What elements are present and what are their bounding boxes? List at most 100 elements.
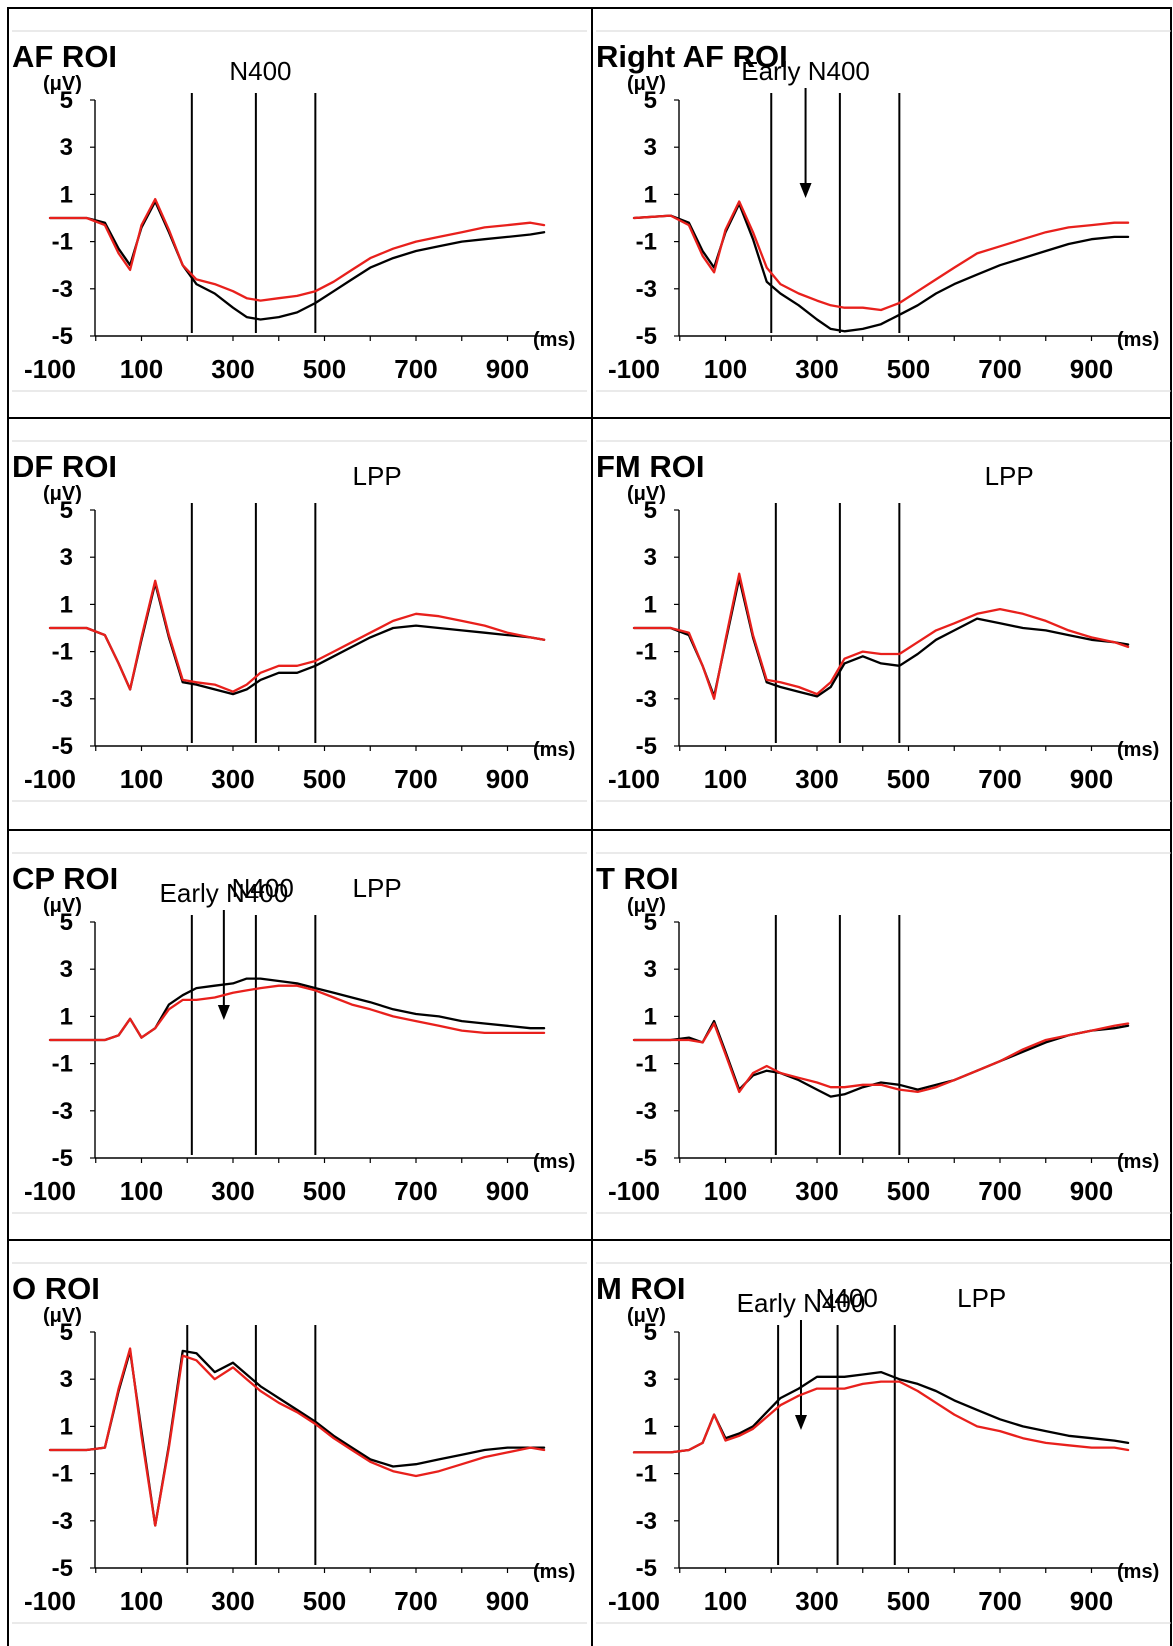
n400-label: N400 (229, 56, 291, 86)
x-tick-label: 900 (1070, 764, 1113, 794)
y-tick-label: 5 (60, 87, 73, 114)
x-unit-label: (ms) (533, 739, 575, 761)
panel-title: AF ROI (12, 39, 117, 74)
y-unit-label: (μV) (627, 483, 666, 505)
roi-panel: O ROI(μV) (ms) 5 3 1 -1 -3 -5 -100 100 300 500 700 90… (12, 1262, 587, 1624)
panel-title: M ROI (596, 1271, 686, 1306)
roi-panel: DF ROI(μV) (ms) 5 3 1 -1 -3 -5 -100 100 300 500 700 9… (12, 440, 587, 802)
y-tick-label: 1 (644, 591, 657, 618)
x-tick-label: 100 (120, 764, 163, 794)
x-tick-label: -100 (608, 1586, 660, 1616)
lpp-label: LPP (985, 461, 1034, 491)
erp-trace-red (632, 200, 1130, 312)
x-tick-label: 300 (795, 1586, 838, 1616)
x-tick-label: 500 (887, 354, 930, 384)
x-tick-label: -100 (24, 354, 76, 384)
lpp-label: LPP (353, 873, 402, 903)
y-unit-label: (μV) (43, 1305, 82, 1327)
erp-trace-black (632, 1370, 1130, 1454)
x-tick-label: 700 (394, 354, 437, 384)
panel-title: Right AF ROI (596, 39, 788, 74)
roi-panel: Right AF ROI(μV) (ms) 5 3 1 -1 -3 -5 -100 100 300 5… (596, 30, 1171, 392)
x-tick-label: 900 (486, 1176, 529, 1206)
y-tick-label: -5 (636, 1555, 657, 1582)
y-tick-label: -3 (52, 276, 73, 303)
roi-panel: T ROI(μV) (ms) 5 3 1 -1 -3 -5 -100 100 300 500 700 90… (596, 852, 1171, 1214)
y-tick-label: 1 (644, 181, 657, 208)
n400-label: N400 (816, 1283, 878, 1313)
x-tick-label: 500 (303, 1586, 346, 1616)
x-tick-label: 300 (211, 1586, 254, 1616)
y-tick-label: -1 (52, 1461, 73, 1488)
x-tick-label: 500 (303, 764, 346, 794)
x-unit-label: (ms) (1117, 1151, 1159, 1173)
y-tick-label: 3 (644, 956, 657, 983)
x-tick-label: 900 (486, 1586, 529, 1616)
x-tick-label: 300 (795, 354, 838, 384)
x-tick-label: 700 (978, 1176, 1021, 1206)
early-n400-arrow-head (217, 1005, 230, 1020)
y-tick-label: 1 (60, 1003, 73, 1030)
y-tick-label: 5 (644, 1319, 657, 1346)
y-tick-label: -3 (636, 1098, 657, 1125)
y-tick-label: 1 (60, 591, 73, 618)
y-tick-label: -5 (636, 733, 657, 760)
x-unit-label: (ms) (1117, 329, 1159, 351)
y-tick-label: -3 (52, 1508, 73, 1535)
lpp-label: LPP (353, 461, 402, 491)
y-tick-label: 5 (644, 497, 657, 524)
roi-panel: CP ROI(μV) (ms) 5 3 1 -1 -3 -5 -100 100 300 500 700 9… (12, 852, 587, 1214)
erp-trace-red (632, 1380, 1130, 1454)
y-tick-label: -3 (636, 276, 657, 303)
y-unit-label: (μV) (627, 1305, 666, 1327)
x-tick-label: 100 (704, 764, 747, 794)
x-tick-label: 300 (211, 1176, 254, 1206)
y-tick-label: -1 (52, 639, 73, 666)
erp-trace-black (48, 1349, 546, 1527)
panel-title: O ROI (12, 1271, 100, 1306)
y-tick-label: 3 (644, 544, 657, 571)
x-tick-label: -100 (608, 1176, 660, 1206)
x-tick-label: 300 (211, 354, 254, 384)
x-tick-label: 700 (978, 354, 1021, 384)
x-unit-label: (ms) (1117, 1561, 1159, 1583)
y-tick-label: 3 (60, 134, 73, 161)
y-tick-label: -5 (636, 1145, 657, 1172)
erp-trace-red (48, 579, 546, 693)
y-tick-label: -1 (52, 1051, 73, 1078)
y-tick-label: -5 (52, 1145, 73, 1172)
x-tick-label: -100 (608, 764, 660, 794)
x-tick-label: 900 (486, 764, 529, 794)
y-tick-label: 5 (60, 1319, 73, 1346)
x-tick-label: 300 (795, 1176, 838, 1206)
erp-trace-red (48, 197, 546, 302)
erp-trace-red (632, 1022, 1130, 1094)
y-tick-label: 3 (60, 1366, 73, 1393)
y-tick-label: -1 (636, 1461, 657, 1488)
x-tick-label: 300 (211, 764, 254, 794)
x-tick-label: 500 (887, 1586, 930, 1616)
x-tick-label: 100 (120, 354, 163, 384)
x-tick-label: 700 (978, 764, 1021, 794)
y-unit-label: (μV) (43, 895, 82, 917)
x-unit-label: (ms) (1117, 739, 1159, 761)
x-tick-label: 100 (704, 1586, 747, 1616)
erp-trace-red (632, 572, 1130, 700)
y-tick-label: -1 (636, 229, 657, 256)
y-tick-label: -3 (636, 686, 657, 713)
x-tick-label: 700 (394, 1586, 437, 1616)
early-n400-label: Early N400 (741, 56, 870, 86)
erp-trace-red (48, 984, 546, 1042)
early-n400-label: Early N400 (160, 878, 289, 908)
x-tick-label: 100 (120, 1586, 163, 1616)
y-tick-label: -3 (52, 686, 73, 713)
y-tick-label: 5 (60, 497, 73, 524)
x-tick-label: 500 (303, 1176, 346, 1206)
y-tick-label: 5 (644, 909, 657, 936)
y-tick-label: 1 (60, 181, 73, 208)
y-tick-label: -5 (52, 733, 73, 760)
x-tick-label: 100 (704, 354, 747, 384)
y-unit-label: (μV) (627, 73, 666, 95)
x-tick-label: 900 (1070, 354, 1113, 384)
